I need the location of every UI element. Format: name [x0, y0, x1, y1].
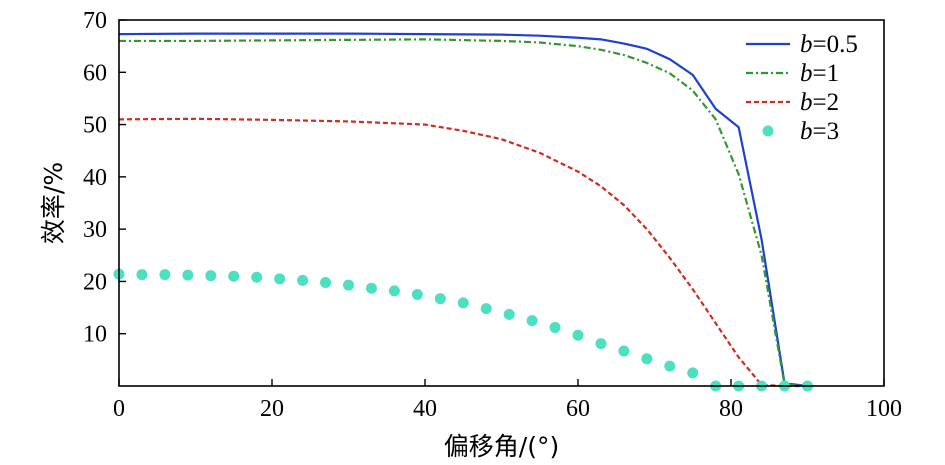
series-3-point: [205, 270, 217, 282]
series-3-point: [595, 338, 607, 350]
series-3-point: [641, 353, 653, 365]
series-3-point: [365, 282, 377, 294]
plot-series: [113, 32, 813, 392]
series-3-point: [136, 269, 148, 281]
y-axis: 10 20 30 40 50 60 70: [83, 8, 126, 348]
series-3-point: [434, 293, 446, 305]
x-tick-label: 80: [719, 396, 743, 422]
series-3-point: [343, 279, 354, 291]
series-1-line: [119, 38, 808, 388]
series-3-point: [457, 297, 469, 309]
series-3-point: [572, 329, 584, 341]
legend: b=0.5b=1b=2b=3: [746, 31, 858, 145]
series-3-point: [411, 289, 423, 300]
series-3-point: [687, 367, 699, 379]
series-3-point: [526, 315, 538, 327]
legend-marker: [762, 125, 774, 137]
series-3-point: [480, 303, 492, 315]
x-tick-label: 0: [113, 396, 125, 422]
legend-label: b=1: [800, 60, 839, 87]
series-0-line: [118, 32, 808, 388]
x-axis-label: 偏移角/(°): [444, 432, 559, 461]
series-3-point: [549, 321, 561, 333]
series-3-point: [664, 360, 676, 372]
y-tick-label: 30: [83, 217, 107, 243]
series-3-point: [274, 273, 286, 285]
x-tick-label: 100: [866, 396, 902, 422]
y-axis-label: 效率/%: [39, 162, 68, 244]
series-3-point: [320, 276, 332, 288]
legend-label: b=3: [800, 118, 839, 145]
series-3-point: [618, 345, 630, 357]
series-3-point: [297, 274, 309, 286]
series-3-point: [388, 285, 400, 297]
y-tick-label: 50: [83, 113, 107, 139]
series-3-point: [228, 270, 240, 282]
series-3-point: [159, 269, 171, 281]
plot-frame: [118, 19, 885, 387]
y-tick-label: 20: [83, 269, 107, 295]
series-2-line: [118, 117, 808, 388]
x-axis: 0 20 40 60 80 100: [113, 379, 902, 422]
x-tick-label: 60: [566, 396, 590, 422]
legend-label: b=2: [800, 89, 839, 116]
y-tick-label: 60: [83, 60, 107, 86]
x-tick-label: 20: [260, 396, 284, 422]
series-3-point: [251, 271, 263, 283]
legend-label: b=0.5: [800, 31, 858, 58]
y-tick-label: 40: [83, 165, 107, 191]
series-3-point: [503, 308, 515, 320]
y-tick-label: 70: [83, 8, 107, 34]
y-tick-label: 10: [83, 322, 107, 348]
x-tick-label: 40: [413, 396, 437, 422]
series-3-point: [182, 269, 194, 281]
